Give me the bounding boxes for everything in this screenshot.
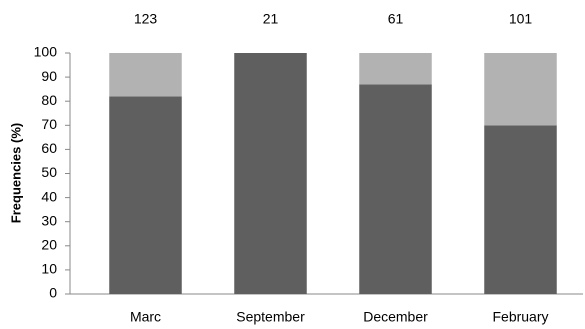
- y-tick-label: 40: [41, 188, 57, 204]
- bar-segment: [234, 53, 307, 294]
- y-tick-label: 80: [41, 92, 57, 108]
- x-tick-label: December: [363, 309, 428, 325]
- bar-segment: [109, 53, 182, 97]
- y-tick-label: 30: [41, 212, 57, 228]
- x-tick-label: Marc: [130, 309, 161, 325]
- annotation: 61: [388, 11, 404, 27]
- y-tick-label: 50: [41, 164, 57, 180]
- bar-segment: [359, 53, 432, 85]
- y-tick-label: 20: [41, 237, 57, 253]
- y-tick-label: 70: [41, 116, 57, 132]
- y-tick-label: 0: [49, 285, 57, 301]
- y-tick-label: 100: [34, 44, 58, 60]
- bar-segment: [359, 84, 432, 294]
- bar-segment: [484, 125, 557, 294]
- annotation: 123: [134, 11, 158, 27]
- x-tick-label: September: [236, 309, 305, 325]
- annotation: 21: [263, 11, 279, 27]
- annotation: 101: [509, 11, 533, 27]
- x-tick-label: February: [492, 309, 548, 325]
- bar-segment: [484, 53, 557, 126]
- y-tick-label: 10: [41, 261, 57, 277]
- y-tick-label: 90: [41, 68, 57, 84]
- bar-segment: [109, 96, 182, 294]
- y-axis-label: Frequencies (%): [8, 123, 23, 223]
- y-tick-label: 60: [41, 140, 57, 156]
